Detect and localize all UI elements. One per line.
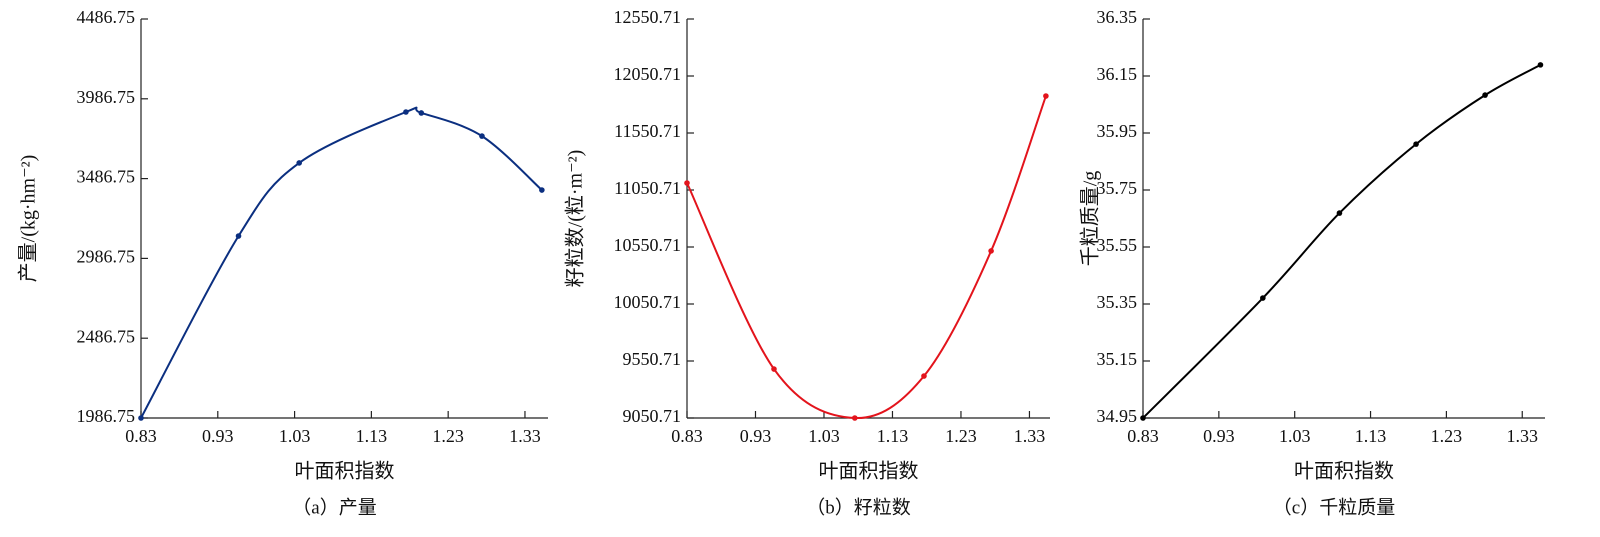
x-tick-label: 1.03 (279, 426, 311, 446)
y-tick-label: 11050.71 (614, 178, 681, 198)
chart-title: （c）千粒质量 (1273, 496, 1395, 518)
y-axis-label: 千粒质量/g (1079, 171, 1102, 267)
point (479, 133, 485, 139)
line-series (140, 106, 543, 419)
x-tick-label: 0.93 (740, 426, 772, 446)
point (1336, 210, 1343, 216)
y-tick-label: 36.35 (1097, 7, 1138, 27)
y-tick-label: 12550.71 (614, 7, 682, 27)
y-tick-label: 10050.71 (614, 292, 682, 312)
y-axis-label: 产量/(kg·hm⁻²) (17, 155, 40, 283)
x-axis-label: 叶面积指数 (295, 460, 395, 483)
x-tick-label: 0.93 (202, 426, 234, 446)
x-tick-label: 1.33 (1506, 426, 1538, 446)
point (1260, 295, 1266, 301)
x-tick-label: 0.83 (1127, 426, 1159, 446)
chart-title: （a）产量 (292, 496, 376, 518)
point (1140, 415, 1146, 421)
y-tick-label: 10550.71 (614, 235, 682, 255)
point (921, 373, 927, 379)
x-tick-label: 0.83 (671, 426, 703, 446)
point (403, 109, 409, 115)
y-axis-label: 籽粒数/(粒·m⁻²) (564, 150, 587, 288)
y-tick-label: 4486.75 (77, 7, 136, 27)
x-tick-label: 1.23 (432, 426, 464, 446)
point (1537, 62, 1544, 68)
y-tick-label: 1986.75 (77, 406, 136, 426)
point (235, 233, 242, 239)
y-tick-label: 35.75 (1097, 178, 1138, 198)
y-tick-label: 35.35 (1097, 292, 1138, 312)
y-tick-label: 2986.75 (77, 247, 136, 267)
point (1413, 141, 1419, 147)
x-tick-label: 1.23 (945, 426, 977, 446)
point (539, 187, 545, 193)
y-tick-label: 35.15 (1097, 349, 1138, 369)
point (418, 110, 425, 116)
line-series (1142, 64, 1541, 419)
y-tick-label: 12050.71 (614, 64, 682, 84)
x-tick-label: 1.33 (1014, 426, 1046, 446)
line-series (686, 95, 1047, 420)
y-tick-label: 35.95 (1097, 121, 1138, 141)
x-tick-label: 1.03 (808, 426, 840, 446)
x-tick-label: 1.13 (877, 426, 909, 446)
y-tick-label: 36.15 (1097, 64, 1138, 84)
point (1482, 92, 1488, 98)
y-tick-label: 3986.75 (77, 87, 136, 107)
y-tick-label: 9050.71 (623, 406, 682, 426)
x-axis-label: 叶面积指数 (819, 460, 919, 483)
y-tick-label: 2486.75 (77, 326, 136, 346)
y-tick-label: 11550.71 (614, 121, 681, 141)
x-tick-label: 1.33 (509, 426, 541, 446)
point (138, 415, 144, 421)
y-tick-label: 3486.75 (77, 167, 136, 187)
x-tick-label: 0.93 (1203, 426, 1235, 446)
y-tick-label: 35.55 (1097, 235, 1138, 255)
point (684, 180, 690, 186)
chart-title: （b）籽粒数 (806, 496, 911, 518)
point (988, 248, 994, 254)
x-axis-label: 叶面积指数 (1294, 460, 1394, 483)
point (852, 415, 858, 421)
point (1043, 93, 1049, 99)
x-tick-label: 0.83 (125, 426, 157, 446)
point (771, 366, 777, 372)
x-tick-label: 1.23 (1431, 426, 1463, 446)
x-tick-label: 1.13 (356, 426, 388, 446)
x-tick-label: 1.03 (1279, 426, 1311, 446)
point (296, 160, 302, 166)
x-tick-label: 1.13 (1355, 426, 1387, 446)
y-tick-label: 34.95 (1097, 406, 1138, 426)
y-tick-label: 9550.71 (623, 349, 682, 369)
